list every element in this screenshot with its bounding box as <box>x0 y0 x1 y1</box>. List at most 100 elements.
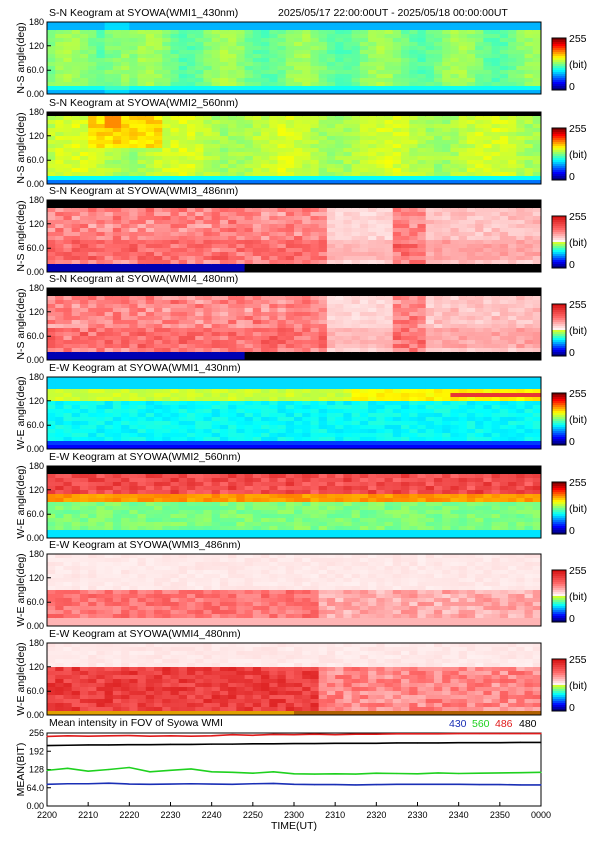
keogram-cell <box>302 176 311 181</box>
keogram-cell <box>409 160 418 165</box>
keogram-cell <box>112 172 122 177</box>
keogram-cell <box>104 30 114 35</box>
keogram-cell <box>219 260 229 265</box>
keogram-cell <box>359 22 369 27</box>
keogram-cell <box>71 116 81 121</box>
keogram-cell <box>326 136 336 141</box>
keogram-cell <box>170 308 180 313</box>
keogram-cell <box>450 332 460 337</box>
keogram-cell <box>203 256 213 261</box>
keogram-cell <box>376 62 386 67</box>
keogram-cell <box>178 132 188 137</box>
keogram-cell <box>154 112 163 117</box>
keogram-cell <box>186 224 196 229</box>
keogram-cell <box>129 316 139 321</box>
keogram-cell <box>211 148 221 153</box>
keogram-cell <box>252 208 262 213</box>
keogram-cell <box>294 172 303 177</box>
keogram-cell <box>104 304 114 309</box>
keogram-cell <box>162 30 171 35</box>
keogram-cell <box>154 50 163 55</box>
keogram-cell <box>499 224 509 229</box>
keogram-cell <box>129 304 139 309</box>
keogram-cell <box>88 26 97 31</box>
keogram-cell <box>228 352 237 357</box>
keogram-cell <box>145 180 155 185</box>
keogram-cell <box>433 30 443 35</box>
keogram-cell <box>211 256 221 261</box>
keogram-cell <box>162 34 171 39</box>
keogram-cell <box>228 397 237 402</box>
keogram-cell <box>483 78 493 83</box>
keogram-cell <box>47 252 56 257</box>
keogram-cell <box>351 26 361 31</box>
keogram-cell <box>195 348 204 353</box>
keogram-cell <box>359 216 369 221</box>
keogram-cell <box>285 180 295 185</box>
keogram-cell <box>129 232 139 237</box>
keogram-cell <box>63 332 73 337</box>
keogram-cell <box>55 228 64 233</box>
keogram-cell <box>458 308 468 313</box>
keogram-cell <box>466 58 476 63</box>
keogram-cell <box>318 180 328 185</box>
keogram-cell <box>236 413 246 418</box>
keogram-cell <box>236 132 246 137</box>
keogram-cell <box>433 208 443 213</box>
keogram-cell <box>228 393 237 398</box>
keogram-cell <box>137 204 147 209</box>
keogram-cell <box>63 120 73 125</box>
keogram-cell <box>516 34 526 39</box>
keogram-cell <box>121 180 130 185</box>
keogram-cell <box>524 116 534 121</box>
keogram-cell <box>508 46 517 51</box>
keogram-cell <box>236 256 246 261</box>
keogram-cell <box>466 82 476 87</box>
keogram-cell <box>137 220 147 225</box>
keogram-cell <box>96 116 106 121</box>
keogram-cell <box>145 377 155 382</box>
keogram-cell <box>203 164 213 169</box>
keogram-cell <box>195 128 204 133</box>
keogram-cell <box>112 132 122 137</box>
keogram-cell <box>318 336 328 341</box>
keogram-cell <box>285 78 295 83</box>
keogram-cell <box>211 308 221 313</box>
keogram-cell <box>162 212 171 217</box>
keogram-cell <box>335 66 344 71</box>
keogram-cell <box>219 66 229 71</box>
keogram-cell <box>351 340 361 345</box>
keogram-cell <box>343 320 353 325</box>
keogram-cell <box>121 445 130 450</box>
keogram-cell <box>154 324 163 329</box>
colorbar-segment <box>552 64 566 67</box>
keogram-cell <box>112 429 122 434</box>
keogram-cell <box>326 244 336 249</box>
keogram-panel-4: S-N Keogram at SYOWA(WMI4_480nm)18012060… <box>15 273 587 365</box>
keogram-cell <box>359 268 369 273</box>
colorbar-segment <box>552 60 566 63</box>
keogram-cell <box>261 393 270 398</box>
keogram-cell <box>71 136 81 141</box>
keogram-cell <box>425 348 435 353</box>
keogram-cell <box>88 288 97 293</box>
keogram-cell <box>384 46 394 51</box>
keogram-cell <box>343 208 353 213</box>
keogram-cell <box>236 200 246 205</box>
keogram-cell <box>466 316 476 321</box>
keogram-cell <box>104 385 114 390</box>
keogram-cell <box>178 128 188 133</box>
keogram-cell <box>318 324 328 329</box>
keogram-cell <box>162 26 171 31</box>
keogram-cell <box>137 268 147 273</box>
keogram-cell <box>236 168 246 173</box>
keogram-cell <box>376 240 386 245</box>
keogram-cell <box>154 356 163 361</box>
keogram-cell <box>195 200 204 205</box>
keogram-cell <box>294 140 303 145</box>
keogram-cell <box>466 340 476 345</box>
keogram-cell <box>129 176 139 181</box>
keogram-cell <box>384 344 394 349</box>
keogram-cell <box>137 70 147 75</box>
keogram-cell <box>425 204 435 209</box>
